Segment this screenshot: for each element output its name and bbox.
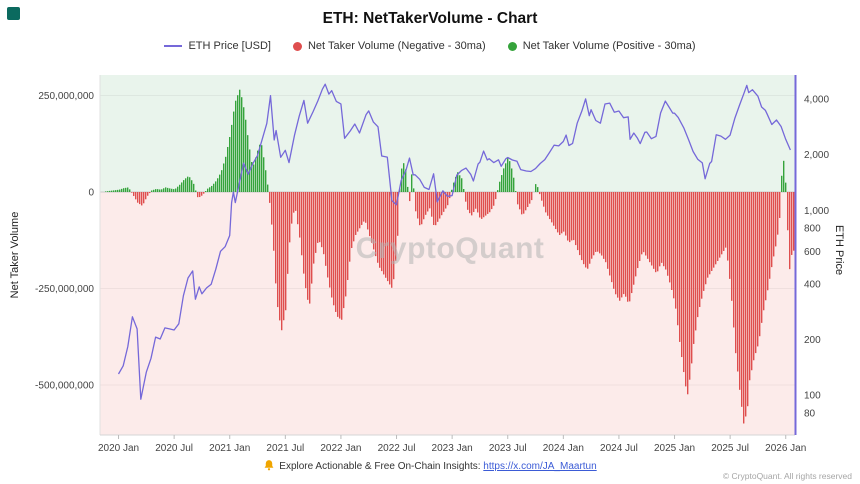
left-axis-tick-label: -250,000,000 xyxy=(35,284,94,295)
left-axis-tick-label: 0 xyxy=(88,188,94,199)
footer-copyright: © CryptoQuant. All rights reserved xyxy=(722,471,852,481)
bell-icon xyxy=(264,460,274,471)
legend-label: ETH Price [USD] xyxy=(188,40,271,52)
x-axis-tick-label: 2025 Jul xyxy=(711,443,749,454)
x-axis-tick-label: 2021 Jul xyxy=(266,443,304,454)
x-axis-tick-label: 2025 Jan xyxy=(654,443,695,454)
right-axis-tick-label: 600 xyxy=(804,247,821,258)
axes xyxy=(99,75,797,436)
x-axis-tick-label: 2026 Jan xyxy=(765,443,806,454)
x-axis-tick-label: 2024 Jan xyxy=(543,443,584,454)
right-axis-tick-label: 1,000 xyxy=(804,206,829,217)
watermark-text: CryptoQuant xyxy=(356,232,545,265)
eth-price-line-series xyxy=(117,83,791,400)
left-axis-tick-label: 250,000,000 xyxy=(38,91,94,102)
right-axis-title: ETH Price xyxy=(833,225,845,275)
legend-marker-icon xyxy=(292,41,302,51)
legend-item-2[interactable]: Net Taker Volume (Positive - 30ma) xyxy=(507,40,696,52)
x-axis-tick-label: 2020 Jan xyxy=(98,443,139,454)
cryptoquant-logo-icon xyxy=(7,7,20,20)
footer-promo-link[interactable]: https://x.com/JA_Maartun xyxy=(483,461,597,472)
x-axis-tick-label: 2022 Jul xyxy=(378,443,416,454)
x-axis-tick-label: 2021 Jan xyxy=(209,443,250,454)
footer-promo: Explore Actionable & Free On-Chain Insig… xyxy=(0,459,860,472)
volume-bars-negative xyxy=(131,192,795,424)
x-axis-labels: 2020 Jan 2020 Jul 2021 Jan 2021 Jul 2022 Jan… xyxy=(98,435,806,454)
legend-label: Net Taker Volume (Positive - 30ma) xyxy=(522,40,696,52)
legend-label: Net Taker Volume (Negative - 30ma) xyxy=(307,40,486,52)
x-axis-tick-label: 2022 Jan xyxy=(320,443,361,454)
legend-marker-icon xyxy=(507,41,517,51)
right-axis-tick-label: 400 xyxy=(804,279,821,290)
x-axis-tick-label: 2024 Jul xyxy=(600,443,638,454)
right-axis-tick-label: 80 xyxy=(804,408,816,419)
legend-item-0[interactable]: ETH Price [USD] xyxy=(164,40,271,52)
right-axis-tick-label: 100 xyxy=(804,391,821,402)
x-axis-tick-label: 2023 Jul xyxy=(489,443,527,454)
x-axis-tick-label: 2020 Jul xyxy=(155,443,193,454)
left-axis-title: Net Taker Volume xyxy=(9,212,21,299)
footer-promo-text: Explore Actionable & Free On-Chain Insig… xyxy=(279,461,481,472)
right-axis-tick-label: 2,000 xyxy=(804,150,829,161)
right-axis-tick-label: 200 xyxy=(804,335,821,346)
legend: ETH Price [USD] Net Taker Volume (Negativ… xyxy=(0,40,860,52)
right-axis-tick-label: 800 xyxy=(804,224,821,235)
chart-title: ETH: NetTakerVolume - Chart xyxy=(322,10,538,27)
left-axis-labels: 250,000,000 0 -250,000,000 -500,000,000 xyxy=(35,91,94,392)
right-axis-labels: 4,000 2,000 1,000 800 600 400 200 100 80 xyxy=(804,95,829,420)
x-axis-tick-label: 2023 Jan xyxy=(432,443,473,454)
legend-item-1[interactable]: Net Taker Volume (Negative - 30ma) xyxy=(292,40,486,52)
left-axis-tick-label: -500,000,000 xyxy=(35,381,94,392)
right-axis-tick-label: 4,000 xyxy=(804,95,829,106)
legend-marker-icon xyxy=(164,45,183,47)
